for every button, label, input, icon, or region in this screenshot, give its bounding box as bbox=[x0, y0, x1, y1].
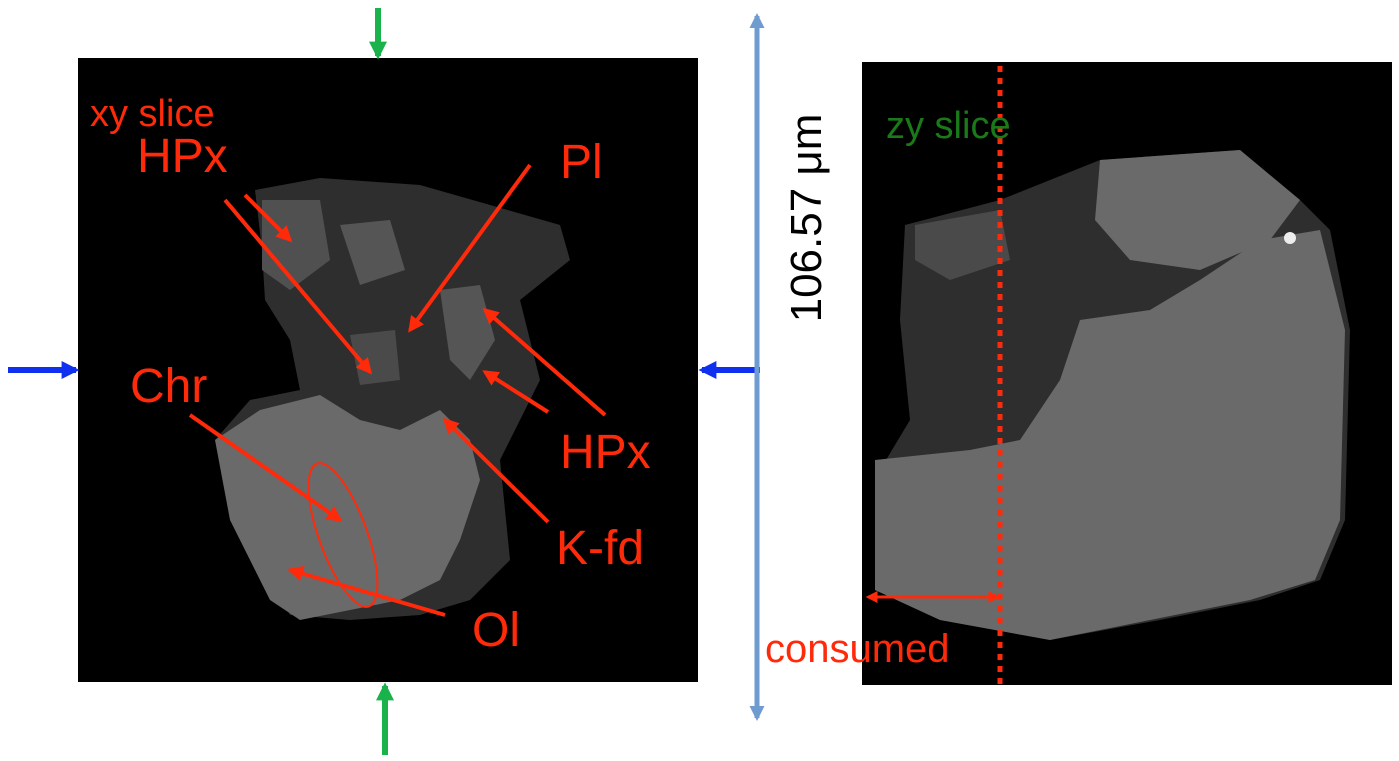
mineral-label: HPx bbox=[560, 426, 651, 479]
mineral-label: K-fd bbox=[556, 522, 644, 575]
consumed-label: consumed bbox=[765, 627, 950, 671]
panel-title: xy slice bbox=[90, 93, 215, 135]
mineral-label: Ol bbox=[472, 604, 520, 657]
mineral-label: Pl bbox=[560, 136, 603, 189]
panel-title: zy slice bbox=[886, 105, 1011, 147]
mineral-label: Chr bbox=[130, 360, 207, 413]
annotation-arrows bbox=[188, 66, 1003, 685]
zy-slice-image bbox=[862, 62, 1392, 685]
mineral-label: HPx bbox=[137, 130, 228, 183]
scale-label: 106.57 μm bbox=[782, 114, 831, 323]
